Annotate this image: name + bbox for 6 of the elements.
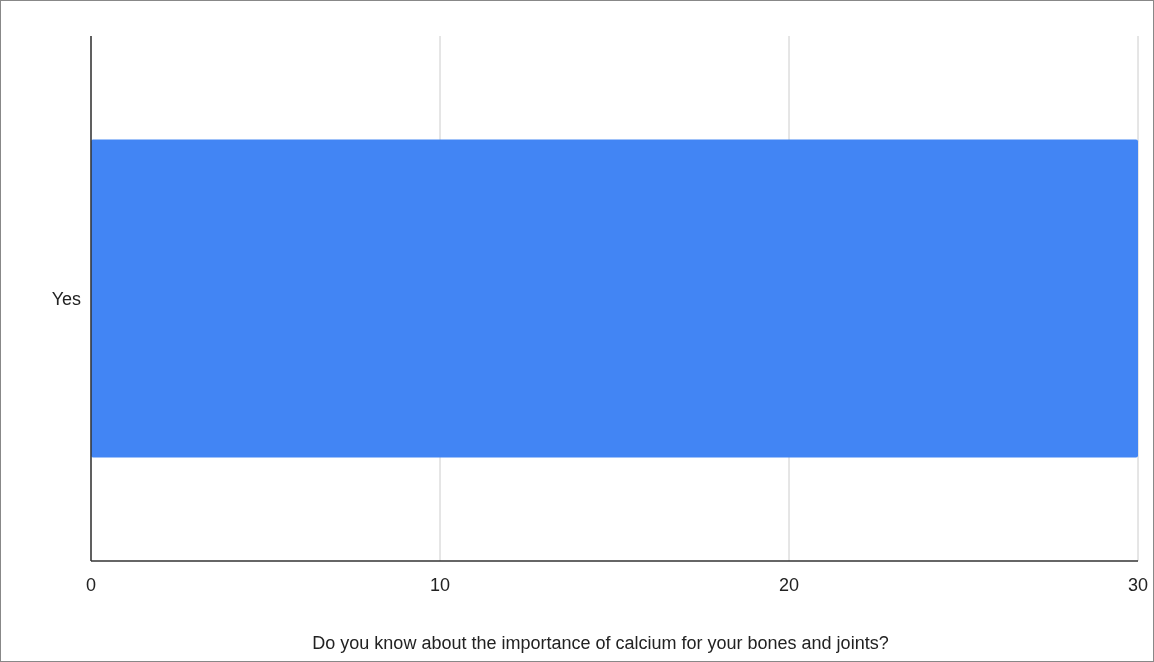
- x-tick-label: 0: [85, 575, 97, 595]
- x-tick-label: 30: [1127, 575, 1149, 595]
- x-axis-title: Do you know about the importance of calcium for your bones and joints?: [312, 633, 889, 653]
- x-tick-label: 20: [778, 575, 800, 595]
- y-tick-label: Yes: [51, 288, 81, 309]
- x-tick-label: 10: [429, 575, 451, 595]
